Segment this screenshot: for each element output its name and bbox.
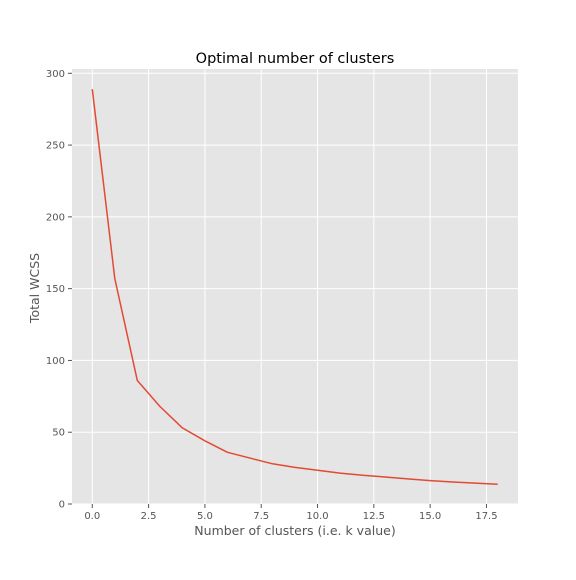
chart-title: Optimal number of clusters (196, 51, 395, 67)
grid-lines (72, 69, 518, 505)
y-tick-label: 100 (46, 356, 65, 367)
series-line (91, 89, 498, 485)
y-tick-label: 300 (46, 69, 65, 80)
x-axis-ticks: 0.0 2.5 5.0 7.5 10.0 12.5 15.0 17.5 (84, 504, 498, 522)
x-tick-label: 12.5 (363, 511, 385, 522)
y-axis-label: Total WCSS (27, 253, 42, 324)
x-tick-label: 17.5 (475, 511, 497, 522)
x-tick-label: 15.0 (419, 511, 441, 522)
y-tick-label: 200 (46, 212, 65, 223)
y-tick-label: 50 (52, 428, 65, 439)
y-tick-label: 0 (59, 500, 65, 511)
x-tick-label: 0.0 (84, 511, 100, 522)
x-tick-label: 10.0 (306, 511, 328, 522)
x-tick-label: 5.0 (197, 511, 213, 522)
x-tick-label: 7.5 (253, 511, 269, 522)
y-axis-ticks: 0 50 100 150 200 250 300 (46, 69, 72, 511)
series-layer (91, 89, 498, 485)
y-tick-label: 250 (46, 141, 65, 152)
x-axis-label: Number of clusters (i.e. k value) (194, 523, 395, 538)
plot-area (72, 69, 518, 504)
x-tick-label: 2.5 (141, 511, 157, 522)
y-tick-label: 150 (46, 284, 65, 295)
